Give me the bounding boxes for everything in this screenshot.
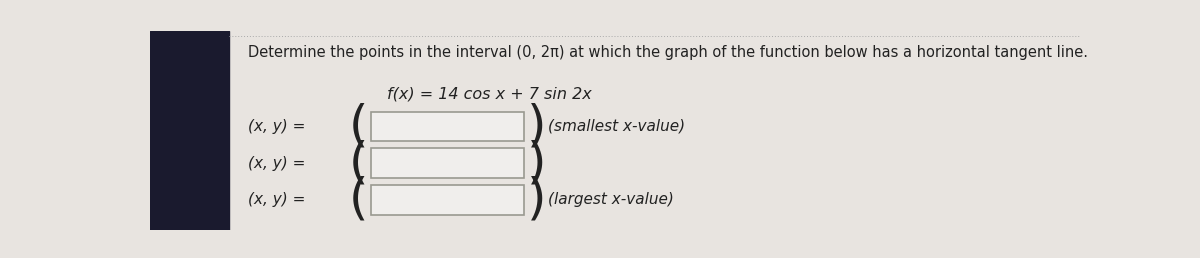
FancyBboxPatch shape (371, 185, 524, 215)
Text: (x, y) =: (x, y) = (247, 156, 305, 171)
Text: (x, y) =: (x, y) = (247, 192, 305, 207)
Text: f(x) = 14 cos x + 7 sin 2x: f(x) = 14 cos x + 7 sin 2x (388, 87, 592, 102)
Text: (largest x-value): (largest x-value) (548, 192, 674, 207)
Text: Determine the points in the interval (0, 2π) at which the graph of the function : Determine the points in the interval (0,… (247, 45, 1087, 60)
FancyBboxPatch shape (371, 148, 524, 178)
Text: (: ( (349, 139, 368, 187)
FancyBboxPatch shape (371, 111, 524, 141)
Text: ): ) (527, 139, 547, 187)
Text: (x, y) =: (x, y) = (247, 119, 305, 134)
Text: (smallest x-value): (smallest x-value) (548, 119, 685, 134)
Text: (: ( (349, 176, 368, 224)
Bar (150, 31, 229, 230)
Text: (: ( (349, 102, 368, 150)
Text: ): ) (527, 176, 547, 224)
Text: ): ) (527, 102, 547, 150)
